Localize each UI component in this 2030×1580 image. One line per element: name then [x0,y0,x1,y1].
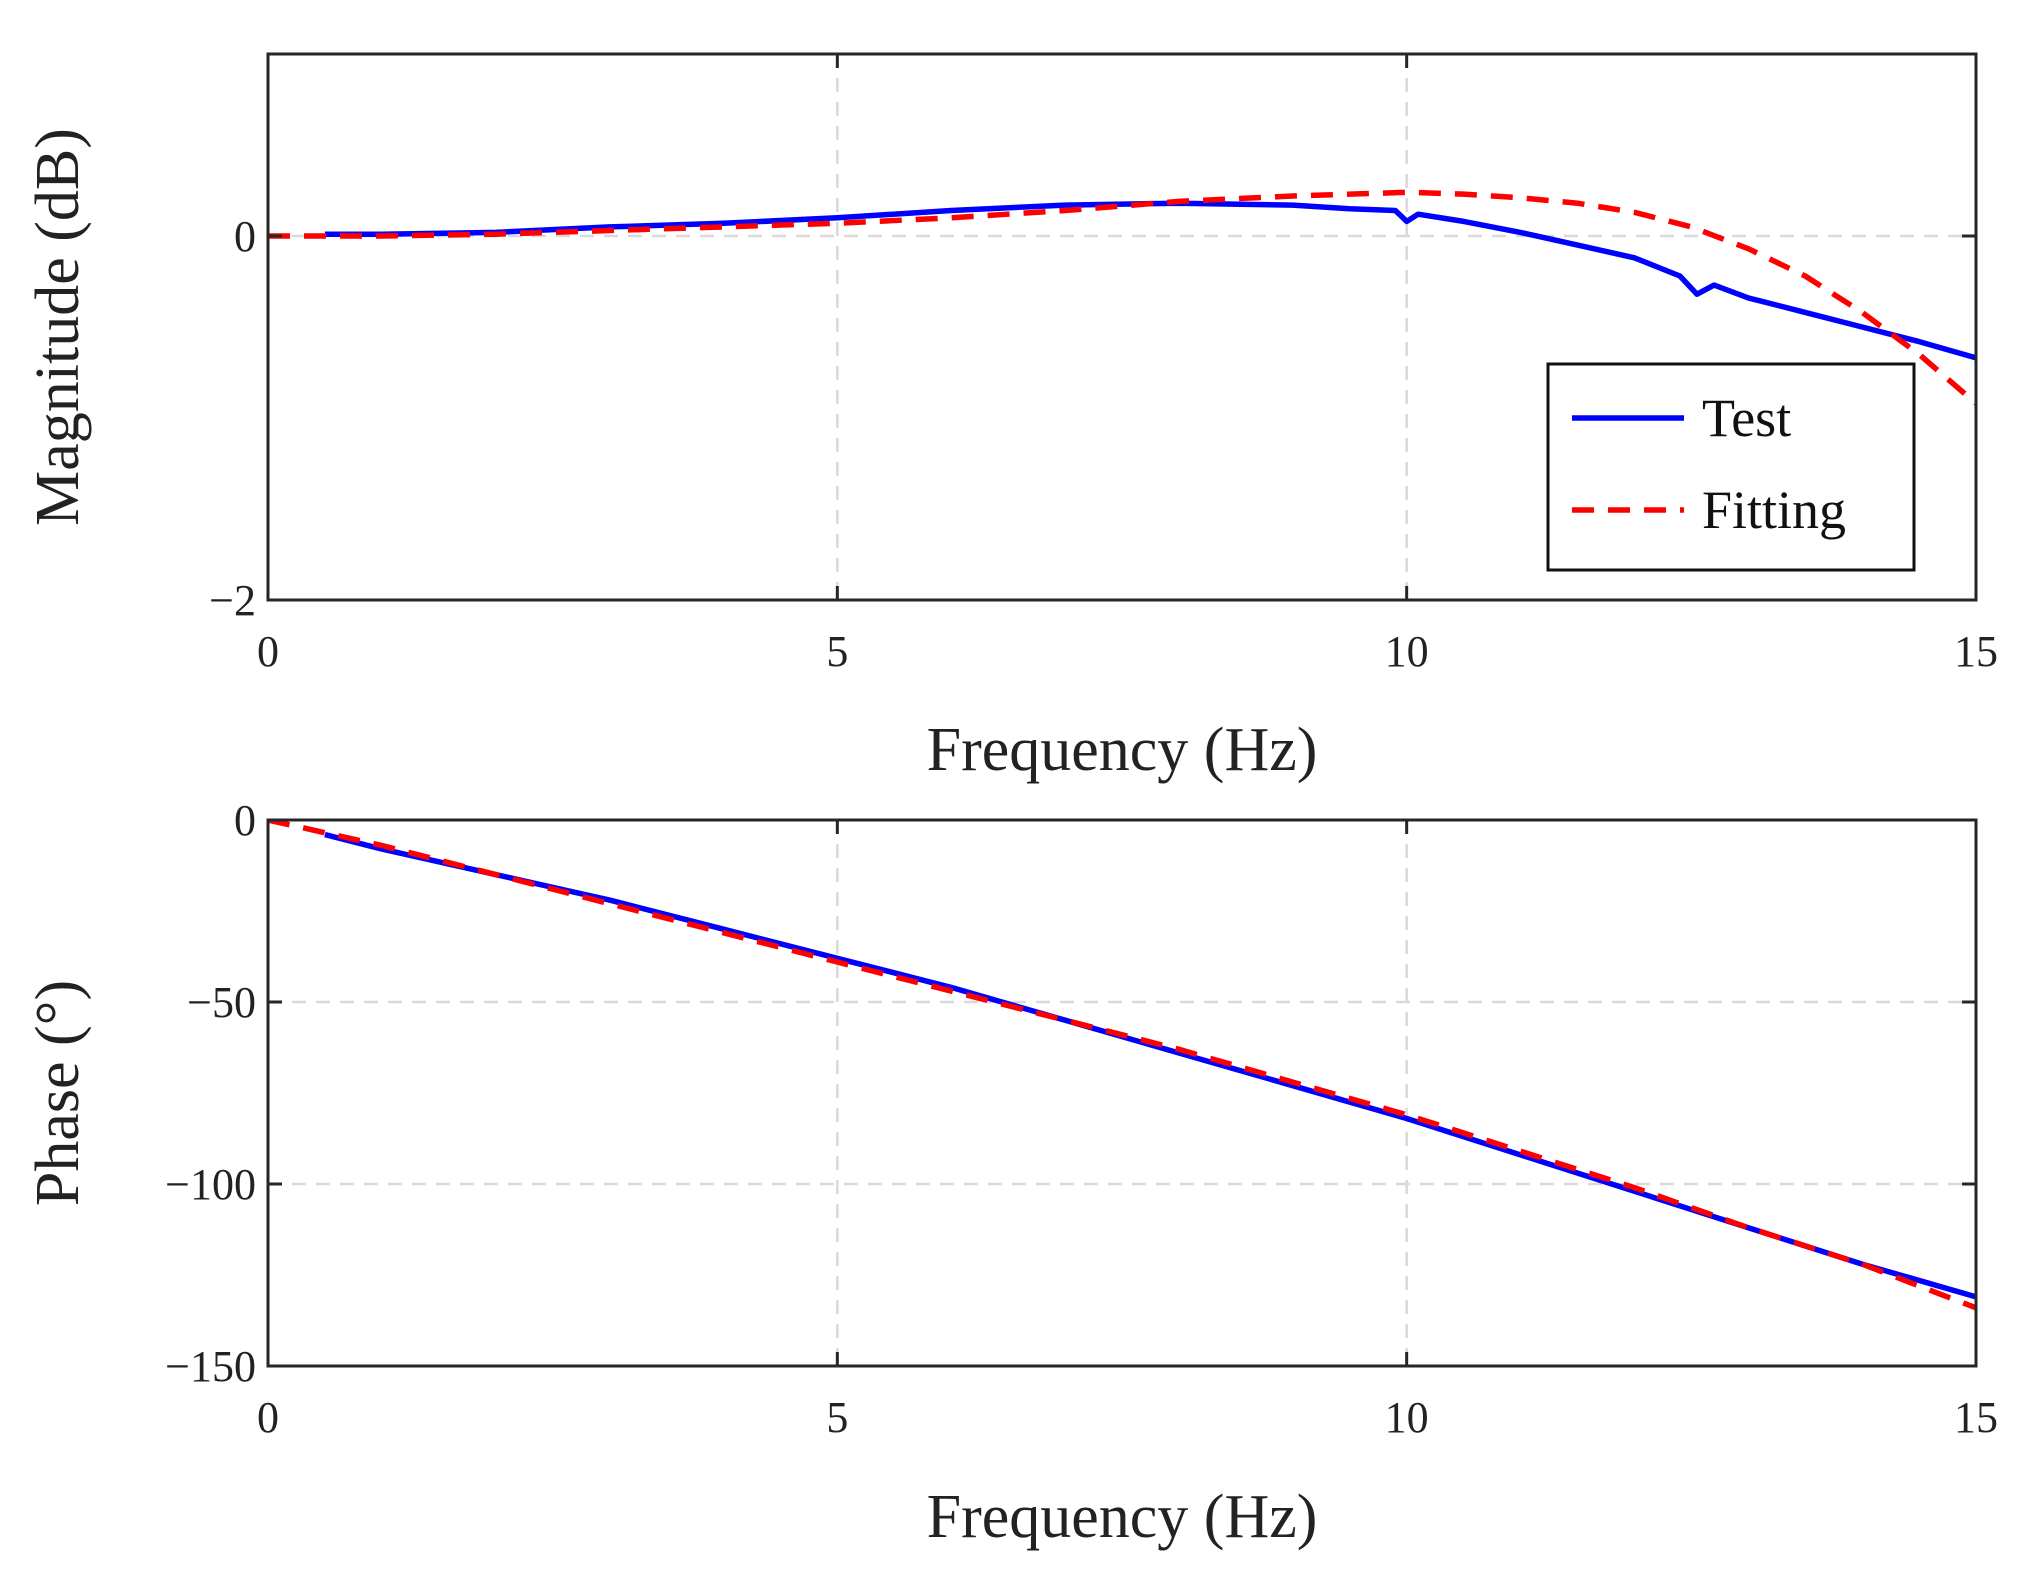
magnitude-xtick-label: 5 [826,627,848,676]
phase-x-axis-label: Frequency (Hz) [927,1483,1318,1551]
magnitude-ytick-label: 0 [234,212,256,261]
magnitude-series-group [268,189,1976,406]
legend: Test Fitting [1546,362,1916,572]
phase-ytick-label: −100 [165,1160,256,1209]
magnitude-x-axis-label: Frequency (Hz) [927,716,1318,784]
magnitude-y-axis-label: Magnitude (dB) [24,128,92,526]
phase-xtick-label: 0 [257,1393,279,1442]
phase-series-fitting [268,820,1976,1311]
magnitude-series-fitting [268,189,1976,406]
phase-plot-area [268,820,1976,1366]
magnitude-xtick-label: 10 [1385,627,1429,676]
magnitude-xtick-label: 15 [1954,627,1998,676]
phase-ytick-label: −150 [165,1342,256,1391]
legend-label-test: Test [1702,388,1791,448]
legend-label-fitting: Fitting [1702,480,1846,540]
phase-axes-frame [266,818,1978,1368]
phase-xtick-label: 10 [1385,1393,1429,1442]
magnitude-ytick-label: −2 [209,576,256,625]
phase-panel: 0 5 10 15 −150 −100 −50 0 Frequency (Hz) Phase (°… [24,796,1998,1551]
magnitude-xtick-label: 0 [257,627,279,676]
phase-xtick-label: 15 [1954,1393,1998,1442]
phase-ytick-label: 0 [234,796,256,845]
magnitude-axes-frame [266,52,1978,602]
phase-series-group [268,820,1976,1311]
legend-box [1546,362,1916,572]
phase-ytick-label: −50 [187,978,256,1027]
phase-y-axis-label: Phase (°) [24,980,92,1206]
phase-xtick-label: 5 [826,1393,848,1442]
magnitude-series-test [324,200,1976,361]
